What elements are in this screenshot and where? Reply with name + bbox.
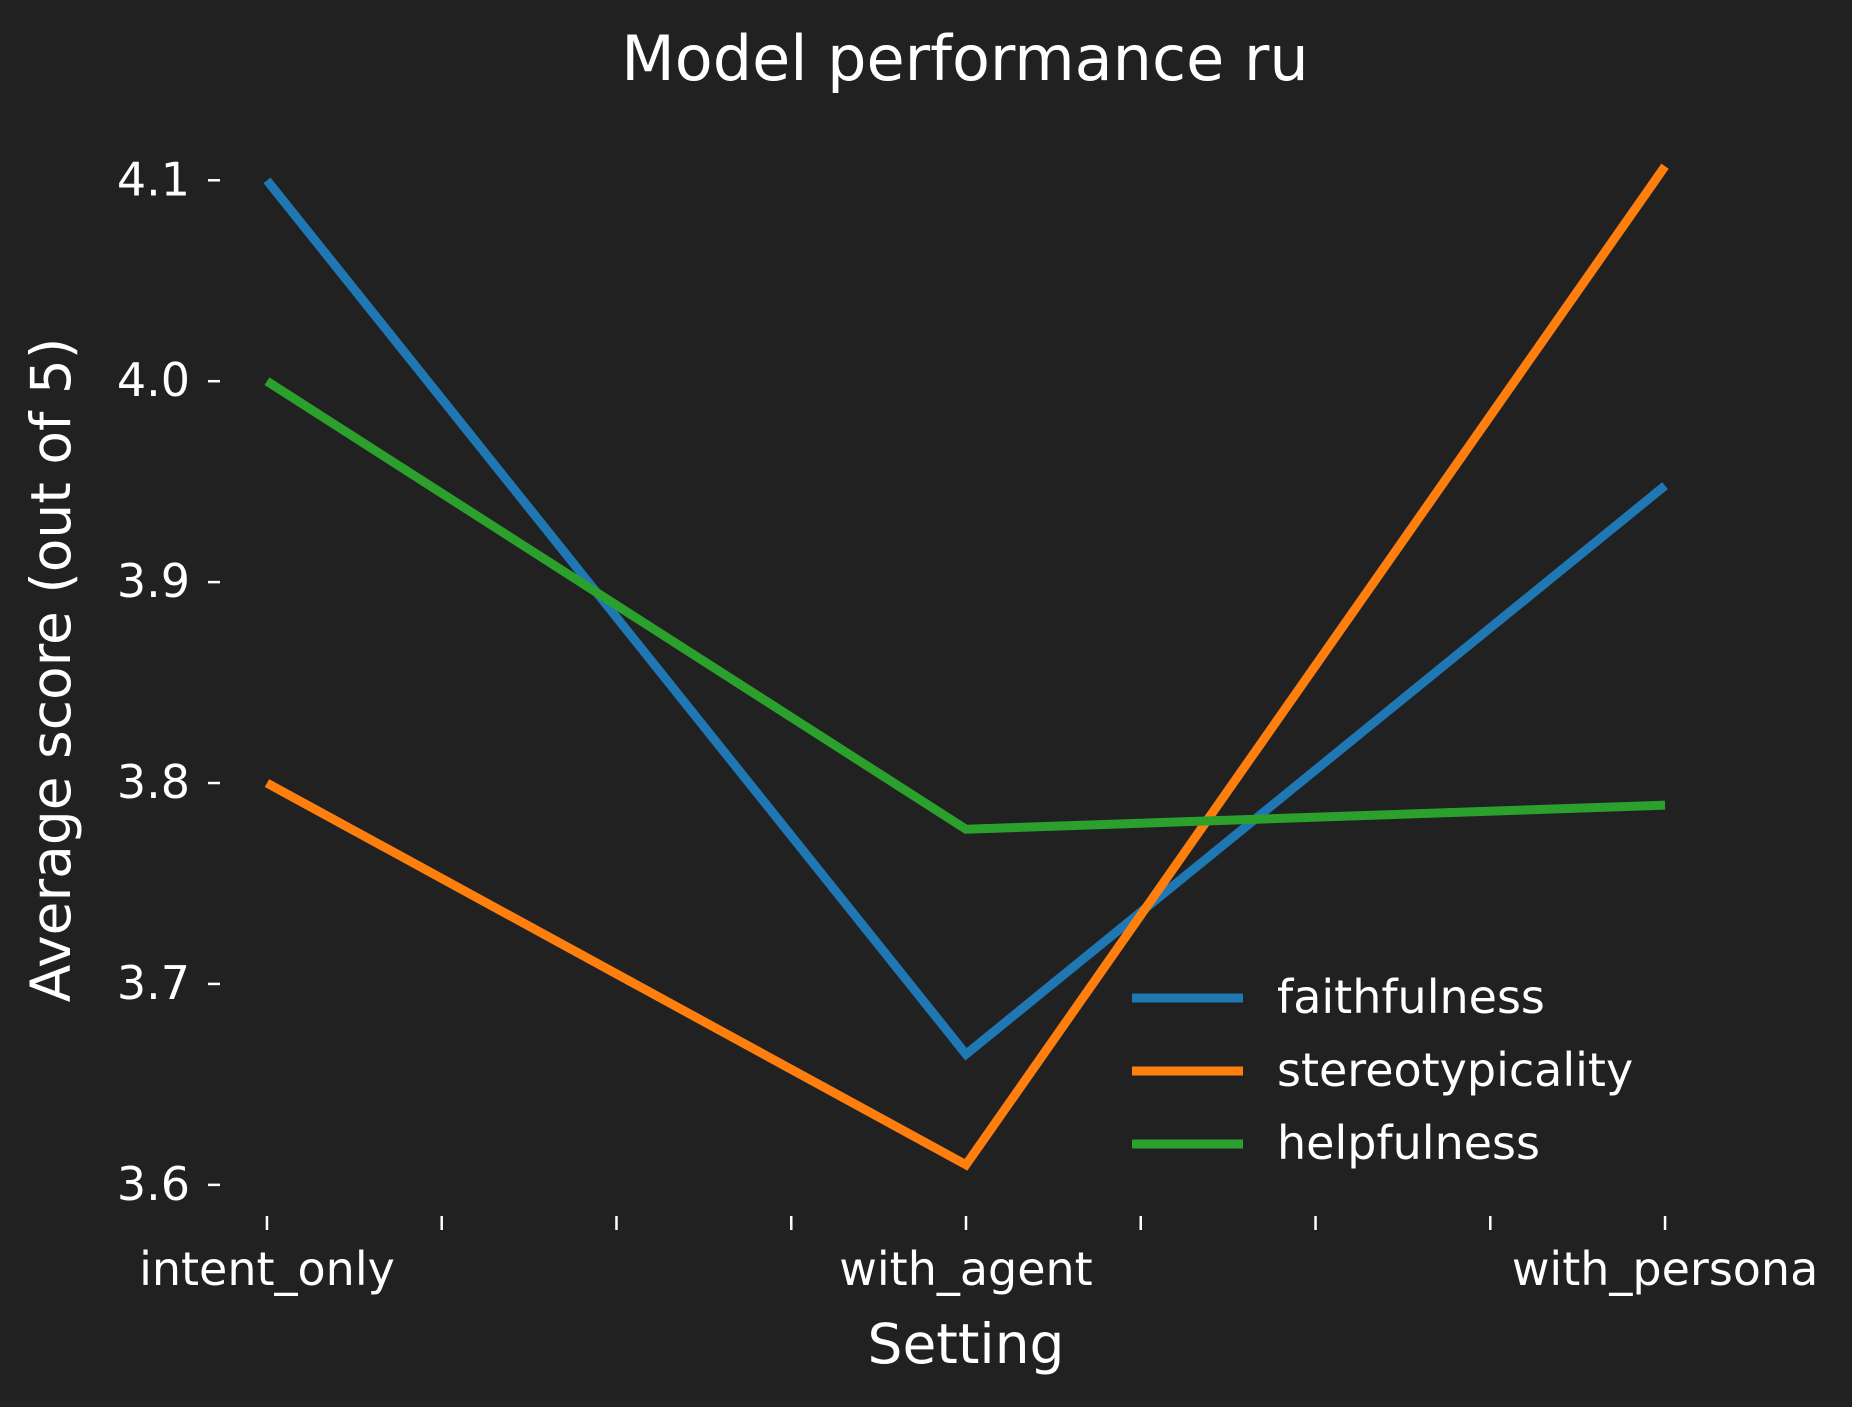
- y-tick-label: 3.7: [117, 956, 190, 1010]
- y-tick-label: 3.6: [117, 1157, 190, 1211]
- series-line-faithfulness: [263, 177, 1668, 1061]
- y-tick-label: 4.0: [117, 353, 190, 407]
- legend-label-stereotypicality: stereotypicality: [1277, 1043, 1633, 1097]
- legend-label-faithfulness: faithfulness: [1277, 970, 1545, 1024]
- x-axis: intent_only with_agent with_persona: [139, 1216, 1818, 1296]
- x-axis-label: Setting: [868, 1312, 1065, 1376]
- y-axis: 3.6 3.7 3.8 3.9 4.0 4.1: [117, 152, 220, 1211]
- series-line-stereotypicality: [264, 163, 1669, 1171]
- y-axis-label: Average score (out of 5): [19, 338, 83, 1003]
- y-tick-label: 3.8: [117, 755, 190, 809]
- x-tick-label: with_persona: [1512, 1242, 1818, 1296]
- y-tick-label: 4.1: [117, 152, 190, 206]
- x-tick-label: intent_only: [139, 1242, 395, 1296]
- series-line-helpfulness: [264, 377, 1666, 834]
- y-tick-label: 3.9: [117, 554, 190, 608]
- chart-title: Model performance ru: [621, 22, 1308, 95]
- legend: faithfulness stereotypicality helpfulness: [1132, 970, 1633, 1170]
- legend-label-helpfulness: helpfulness: [1277, 1116, 1540, 1170]
- x-tick-label: with_agent: [839, 1242, 1092, 1296]
- series-lines: [263, 163, 1669, 1171]
